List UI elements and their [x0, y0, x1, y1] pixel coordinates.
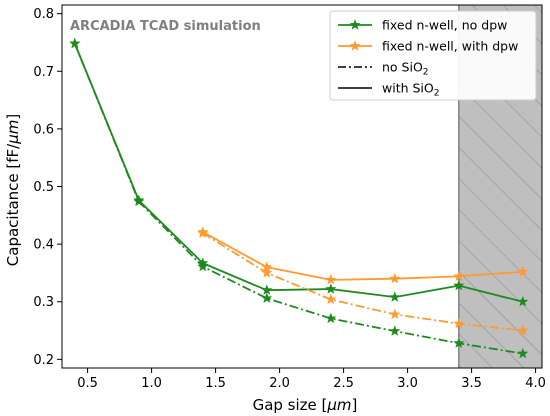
legend-label-orange: fixed n-well, with dpw: [382, 39, 518, 54]
data-point-star: [517, 295, 529, 307]
data-point-star: [517, 347, 529, 359]
legend-entry-orange: fixed n-well, with dpw: [338, 39, 518, 54]
y-axis-ticks: 0.2 0.3 0.4 0.5 0.6 0.7 0.8: [33, 7, 62, 368]
x-tick-label: 0.5: [77, 376, 98, 391]
data-point-star: [197, 260, 209, 272]
x-tick-label: 2.0: [269, 376, 290, 391]
legend-entry-green: fixed n-well, no dpw: [338, 18, 507, 33]
data-point-star: [261, 267, 273, 278]
x-tick-label: 4.0: [525, 376, 546, 391]
x-tick-label: 3.0: [397, 376, 418, 391]
y-tick-label: 0.6: [33, 122, 54, 137]
data-point-star: [69, 37, 81, 49]
legend-box: [329, 10, 537, 101]
y-tick-label: 0.2: [33, 353, 54, 368]
data-point-star: [197, 227, 209, 238]
x-tick-label: 1.5: [205, 376, 226, 391]
series-orange-dashdot: [197, 227, 529, 336]
data-point-star: [453, 270, 465, 282]
series-layer: [69, 37, 529, 359]
annotation-text: ARCADIA TCAD simulation: [70, 19, 261, 34]
legend-label-dashdot: no SiO2: [382, 60, 429, 78]
data-point-star: [389, 272, 401, 284]
data-point-star: [453, 279, 465, 291]
data-point-star: [325, 274, 337, 285]
legend: fixed n-well, no dpw fixed n-well, with …: [329, 10, 537, 101]
data-point-star: [325, 312, 337, 324]
series-line-orange-dashdot: [202, 232, 523, 332]
x-tick-label: 1.0: [141, 376, 162, 391]
data-point-star: [389, 308, 401, 320]
y-tick-label: 0.5: [33, 180, 54, 195]
series-line-orange-solid: [202, 231, 523, 281]
x-axis-label: Gap size [μm]: [253, 396, 358, 414]
y-tick-label: 0.3: [33, 295, 54, 310]
legend-star-icon-green: [349, 19, 361, 30]
x-tick-label: 3.5: [461, 376, 482, 391]
legend-entry-solid: with SiO2: [338, 81, 439, 99]
y-tick-label: 0.4: [33, 238, 54, 253]
data-point-star: [261, 261, 273, 272]
data-point-star: [133, 195, 145, 207]
data-point-star: [453, 317, 465, 329]
data-point-star: [517, 324, 529, 336]
y-axis-label: Capacitance [fF/μm]: [4, 114, 22, 266]
legend-star-icon-orange: [349, 40, 361, 51]
y-tick-label: 0.8: [33, 7, 54, 22]
data-point-star: [261, 292, 273, 303]
y-tick-label: 0.7: [33, 65, 54, 80]
legend-entry-dashdot: no SiO2: [338, 60, 429, 78]
data-point-star: [453, 337, 465, 348]
legend-label-solid: with SiO2: [382, 81, 439, 99]
data-point-star: [261, 284, 273, 295]
data-point-star: [325, 283, 337, 294]
x-tick-label: 2.5: [333, 376, 354, 391]
data-point-star: [325, 293, 337, 305]
series-green-dashdot: [69, 37, 529, 359]
data-point-star: [389, 325, 401, 336]
data-point-star: [517, 265, 529, 277]
series-line-green-solid: [73, 43, 524, 303]
x-axis-ticks: 0.5 1.0 1.5 2.0 2.5 3.0 3.5 4.0: [77, 368, 546, 391]
legend-label-green: fixed n-well, no dpw: [382, 18, 507, 33]
data-point-star: [389, 291, 401, 302]
